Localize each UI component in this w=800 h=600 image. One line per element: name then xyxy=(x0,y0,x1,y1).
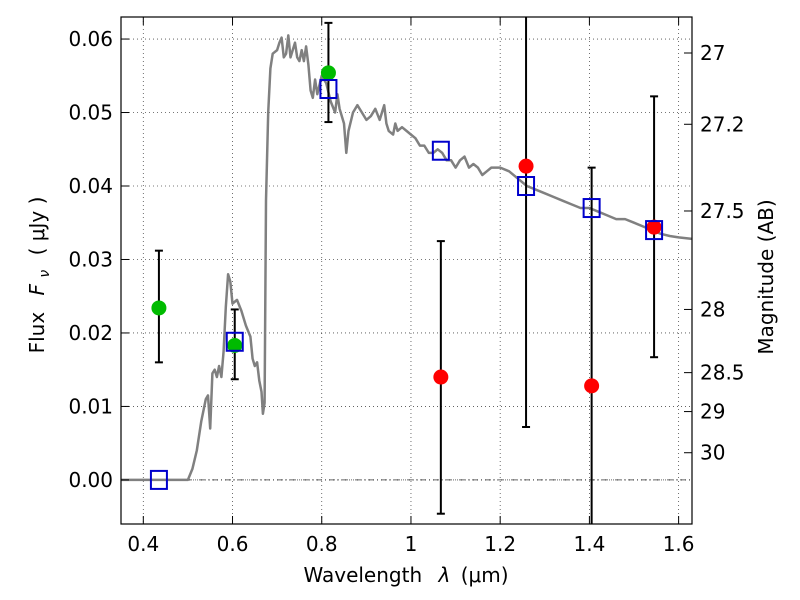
detected-flux-point xyxy=(320,65,336,81)
model-band-flux-square xyxy=(645,220,664,241)
x-tick-label: 1.2 xyxy=(484,532,516,556)
x-tick-label: 1.6 xyxy=(663,532,695,556)
model-band-flux-square xyxy=(149,469,168,490)
model-band-flux-square xyxy=(582,198,601,219)
y2-tick-label: 27.5 xyxy=(700,199,745,223)
grid-lines xyxy=(121,17,692,524)
y-axis-label: Flux F ν ( μJy ) xyxy=(25,197,54,354)
x-tick-label: 1.4 xyxy=(573,532,605,556)
model-band-flux-square xyxy=(319,79,338,100)
model-spectrum xyxy=(121,34,693,482)
data-points xyxy=(149,65,664,490)
y-axis-label-main: Flux xyxy=(25,312,49,354)
y-axis-label-symbol: F xyxy=(25,283,49,295)
x-axis-label-symbol: λ xyxy=(438,563,451,587)
y2-tick-label: 27 xyxy=(700,41,725,65)
y2-tick-label: 28.5 xyxy=(700,361,745,385)
y-tick-label: 0.06 xyxy=(68,27,113,51)
y-axis-label-unit: ( μJy ) xyxy=(25,197,49,256)
upper-limit-point xyxy=(646,219,662,235)
y-tick-label: 0.01 xyxy=(68,394,113,418)
x-tick-label: 0.6 xyxy=(217,532,249,556)
model-spectrum-line xyxy=(121,34,693,482)
y2-tick-label: 28 xyxy=(700,297,725,321)
y-tick-label: 0.03 xyxy=(68,247,113,271)
detected-flux-point xyxy=(151,300,167,316)
y-tick-label: 0.02 xyxy=(68,321,113,345)
model-band-flux-square xyxy=(225,331,244,352)
axis-ticks: 0.4 0.6 0.8 1 1.2 1.4 1.6 0.00 0.01 0.02 0.03 0.04 0… xyxy=(68,17,745,556)
model-band-flux-square xyxy=(431,140,450,161)
x-tick-label: 0.4 xyxy=(127,532,159,556)
upper-limit-point xyxy=(518,158,534,174)
model-band-flux-square xyxy=(517,176,536,196)
detected-flux-point xyxy=(227,337,243,353)
y2-tick-label: 30 xyxy=(700,441,725,465)
x-tick-label: 0.8 xyxy=(306,532,338,556)
x-tick-label: 1 xyxy=(405,532,418,556)
y-tick-label: 0.05 xyxy=(68,101,113,125)
y2-tick-label: 27.2 xyxy=(700,112,745,136)
x-axis-label-main: Wavelength xyxy=(303,563,422,587)
y-axis-label-subscript: ν xyxy=(37,270,53,278)
upper-limit-point xyxy=(433,369,449,385)
plot-frame xyxy=(120,16,693,525)
y2-tick-label: 29 xyxy=(700,400,725,424)
right-axis-label: Magnitude (AB) xyxy=(754,199,778,354)
upper-limit-point xyxy=(584,378,600,394)
x-axis-label-unit: (μm) xyxy=(461,563,509,587)
y-tick-label: 0.00 xyxy=(68,468,113,492)
x-axis-label: Wavelength λ (μm) xyxy=(303,563,508,587)
y-tick-label: 0.04 xyxy=(68,174,113,198)
